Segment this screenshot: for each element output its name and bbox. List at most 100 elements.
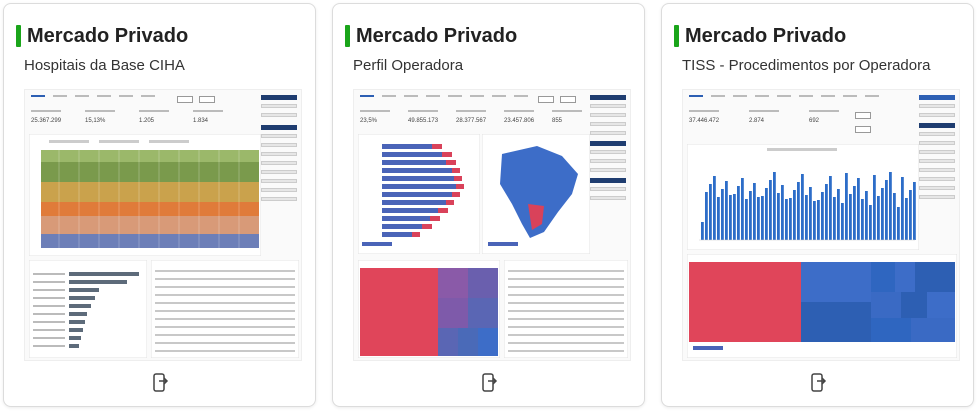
thumb-column bbox=[797, 182, 800, 240]
thumb-tabs bbox=[360, 95, 528, 97]
thumb-column bbox=[909, 190, 912, 240]
card-title-text: Mercado Privado bbox=[685, 24, 847, 47]
thumb-stacked-bar-chart bbox=[29, 134, 261, 256]
thumb-table bbox=[151, 260, 299, 358]
thumb-column bbox=[849, 194, 852, 240]
thumb-export-button bbox=[855, 126, 871, 133]
thumb-column bbox=[857, 178, 860, 240]
thumb-column bbox=[897, 207, 900, 240]
dashboard-card-tiss[interactable]: Mercado Privado TISS - Procedimentos por… bbox=[661, 3, 974, 407]
thumb-column bbox=[873, 175, 876, 240]
thumb-table bbox=[504, 260, 628, 358]
thumb-column bbox=[737, 186, 740, 240]
open-in-app-icon[interactable] bbox=[150, 373, 170, 393]
thumb-reset-button bbox=[855, 112, 871, 119]
thumb-column bbox=[757, 197, 760, 240]
thumb-column bbox=[725, 181, 728, 240]
accent-bar bbox=[674, 25, 679, 47]
card-subtitle: TISS - Procedimentos por Operadora bbox=[682, 57, 931, 74]
thumb-column bbox=[901, 177, 904, 240]
card-title-text: Mercado Privado bbox=[27, 24, 189, 47]
dashboard-card-hospitais[interactable]: Mercado Privado Hospitais da Base CIHA 2… bbox=[3, 3, 316, 407]
thumb-column bbox=[701, 222, 704, 240]
accent-bar bbox=[345, 25, 350, 47]
thumb-column bbox=[881, 188, 884, 240]
thumb-column bbox=[905, 198, 908, 240]
thumb-filter-panel bbox=[919, 95, 955, 204]
thumb-column bbox=[893, 193, 896, 240]
thumb-column bbox=[705, 192, 708, 240]
card-subtitle: Perfil Operadora bbox=[353, 57, 464, 74]
dashboard-thumbnail[interactable]: 23,5% 49.855.173 28.377.567 23.457.806 8… bbox=[353, 89, 631, 361]
thumb-column bbox=[829, 176, 832, 240]
thumb-column bbox=[781, 185, 784, 240]
thumb-column bbox=[749, 191, 752, 240]
thumb-reset-button bbox=[199, 96, 215, 103]
dashboard-thumbnail[interactable]: 37.446.472 2.874 692 bbox=[682, 89, 960, 361]
thumb-column bbox=[713, 176, 716, 240]
thumb-column bbox=[841, 203, 844, 240]
thumb-filter-panel bbox=[590, 95, 626, 205]
thumb-kpis: 25.367.299 15,13% 1.205 1.834 bbox=[31, 110, 233, 124]
thumb-age-bar-chart bbox=[358, 134, 480, 254]
dashboard-thumbnail[interactable]: 25.367.299 15,13% 1.205 1.834 bbox=[24, 89, 302, 361]
thumb-column bbox=[817, 200, 820, 240]
thumb-treemap bbox=[358, 260, 500, 358]
thumb-column bbox=[753, 183, 756, 240]
thumb-column bbox=[709, 184, 712, 240]
thumb-column bbox=[913, 182, 916, 240]
card-title: Mercado Privado bbox=[674, 24, 846, 48]
thumb-column bbox=[793, 190, 796, 240]
thumb-filter-panel bbox=[261, 95, 297, 206]
thumb-column bbox=[813, 201, 816, 240]
thumb-column bbox=[777, 193, 780, 240]
card-subtitle: Hospitais da Base CIHA bbox=[24, 57, 185, 74]
thumb-reset-button bbox=[560, 96, 576, 103]
thumb-tabs bbox=[689, 95, 879, 97]
thumb-column bbox=[845, 173, 848, 240]
thumb-column bbox=[869, 205, 872, 240]
thumb-column-chart bbox=[687, 144, 919, 250]
thumb-column bbox=[729, 195, 732, 240]
thumb-column bbox=[885, 180, 888, 240]
thumb-column bbox=[853, 186, 856, 240]
thumb-column bbox=[761, 196, 764, 240]
thumb-column bbox=[733, 194, 736, 240]
thumb-column bbox=[837, 189, 840, 240]
thumb-kpis: 37.446.472 2.874 692 bbox=[689, 110, 849, 124]
thumb-column bbox=[833, 197, 836, 240]
thumb-treemap bbox=[687, 254, 957, 358]
open-in-app-icon[interactable] bbox=[808, 373, 828, 393]
thumb-export-button bbox=[177, 96, 193, 103]
thumb-column bbox=[865, 191, 868, 240]
thumb-column bbox=[785, 199, 788, 240]
thumb-column bbox=[877, 196, 880, 240]
accent-bar bbox=[16, 25, 21, 47]
thumb-column bbox=[721, 189, 724, 240]
thumb-column bbox=[821, 192, 824, 240]
card-title: Mercado Privado bbox=[16, 24, 188, 48]
card-title: Mercado Privado bbox=[345, 24, 517, 48]
thumb-column bbox=[861, 199, 864, 240]
thumb-column bbox=[745, 199, 748, 240]
thumb-column bbox=[825, 184, 828, 240]
thumb-column bbox=[809, 187, 812, 240]
thumb-brazil-map bbox=[482, 134, 590, 254]
card-title-text: Mercado Privado bbox=[356, 24, 518, 47]
thumb-column bbox=[769, 180, 772, 240]
dashboard-card-perfil-operadora[interactable]: Mercado Privado Perfil Operadora 23,5% 4… bbox=[332, 3, 645, 407]
thumb-column bbox=[805, 195, 808, 240]
thumb-tabs bbox=[31, 95, 155, 97]
thumb-column bbox=[765, 188, 768, 240]
thumb-column bbox=[789, 198, 792, 240]
thumb-export-button bbox=[538, 96, 554, 103]
thumb-column bbox=[773, 172, 776, 240]
thumb-column bbox=[801, 174, 804, 240]
open-in-app-icon[interactable] bbox=[479, 373, 499, 393]
thumb-column bbox=[741, 178, 744, 240]
thumb-column bbox=[717, 197, 720, 240]
thumb-horizontal-bar-chart bbox=[29, 260, 147, 358]
thumb-column bbox=[889, 172, 892, 240]
thumb-kpis: 23,5% 49.855.173 28.377.567 23.457.806 8… bbox=[360, 110, 592, 124]
